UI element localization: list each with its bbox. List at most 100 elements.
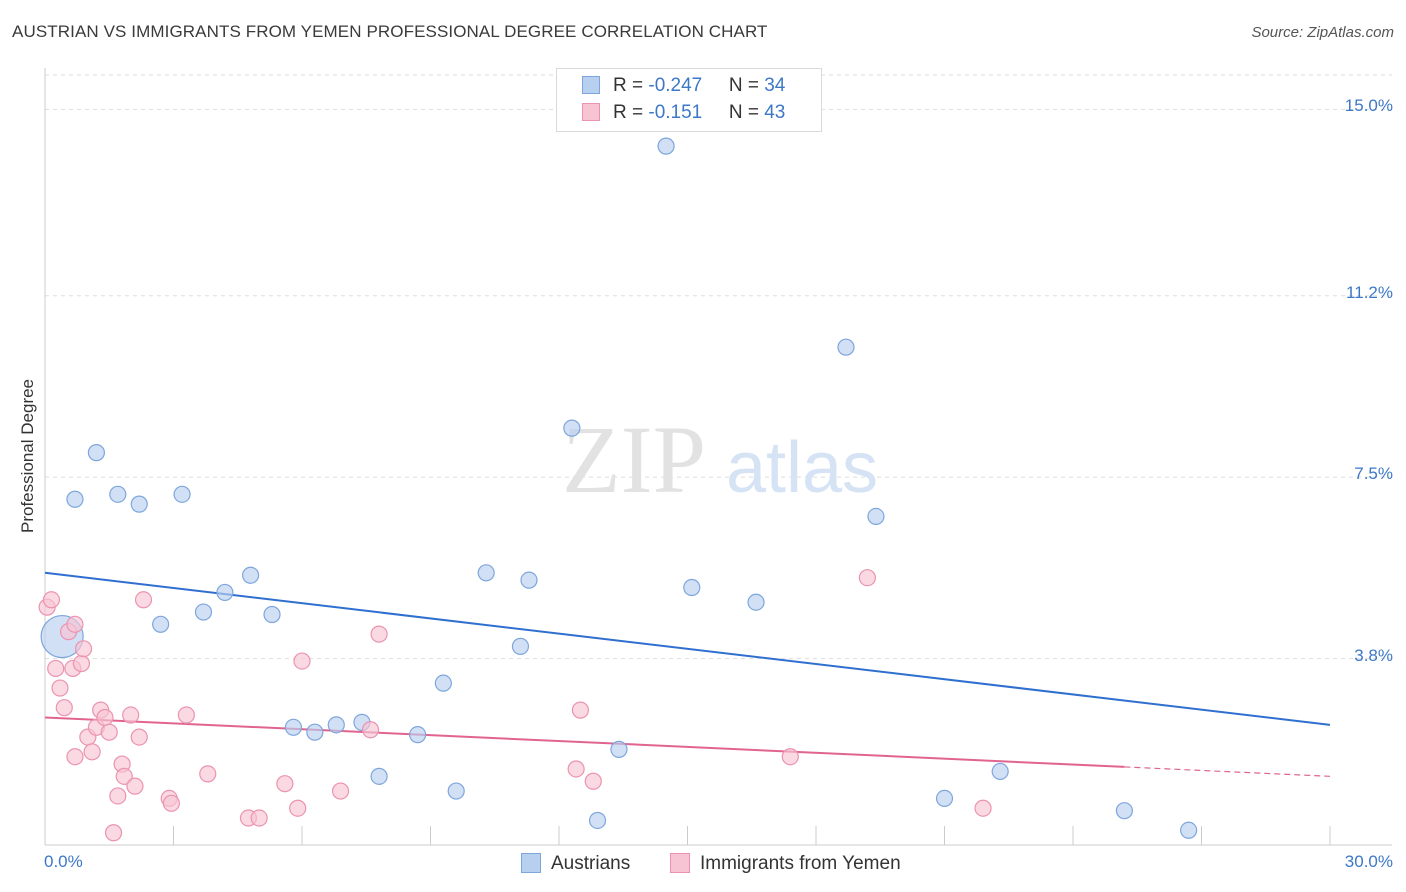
data-point-yemen xyxy=(55,699,73,717)
data-point-yemen xyxy=(370,625,388,643)
trendline-layer xyxy=(44,571,1331,777)
legend-r-value: -0.247 xyxy=(648,75,703,96)
axis-layer xyxy=(44,68,1392,846)
data-point-yemen xyxy=(289,799,307,817)
data-point-austrians xyxy=(610,740,628,758)
data-point-austrians xyxy=(520,571,538,589)
legend-r-label: R = xyxy=(613,75,649,96)
data-point-yemen xyxy=(858,569,877,587)
data-point-yemen xyxy=(72,654,91,673)
data-point-austrians xyxy=(747,593,765,611)
correlation-legend: R = -0.247 N = 34 R = -0.151 N = 43 xyxy=(556,68,822,132)
data-point-austrians xyxy=(87,444,106,462)
legend-n-value: 34 xyxy=(764,75,786,96)
y-tick-label: 3.8% xyxy=(1354,645,1393,665)
data-point-yemen xyxy=(781,748,799,766)
data-point-yemen xyxy=(83,743,101,761)
data-point-yemen xyxy=(109,787,127,805)
data-point-austrians xyxy=(194,603,213,621)
data-point-austrians xyxy=(657,137,675,155)
data-point-yemen xyxy=(122,706,140,724)
data-point-yemen xyxy=(47,659,65,678)
data-point-austrians xyxy=(1115,802,1134,820)
data-point-yemen xyxy=(104,824,123,842)
data-point-austrians xyxy=(216,583,234,602)
data-point-yemen xyxy=(130,728,148,746)
watermark-atlas: atlas xyxy=(726,428,878,508)
y-tick-label: 7.5% xyxy=(1354,464,1393,484)
data-point-austrians xyxy=(370,767,388,785)
trendline-yemen xyxy=(44,716,1125,768)
y-tick-label: 15.0% xyxy=(1344,96,1393,116)
data-point-yemen xyxy=(361,721,380,739)
data-point-austrians xyxy=(563,419,581,437)
points-layer xyxy=(38,137,1198,842)
data-point-austrians xyxy=(327,716,345,734)
watermark-zip: ZIP xyxy=(562,406,706,513)
data-point-yemen xyxy=(177,706,195,724)
data-point-yemen xyxy=(96,708,114,727)
data-point-yemen xyxy=(250,809,268,827)
legend-n-value: 43 xyxy=(764,102,786,123)
data-point-yemen xyxy=(51,679,69,697)
data-point-yemen xyxy=(276,775,294,793)
x-tick-label-min: 0.0% xyxy=(44,852,83,871)
legend-label-austrians: Austrians xyxy=(551,853,631,874)
data-point-austrians xyxy=(511,637,530,655)
legend-n-label: N = xyxy=(728,102,765,123)
data-point-austrians xyxy=(66,490,84,508)
data-point-austrians xyxy=(242,566,260,584)
legend-label-yemen: Immigrants from Yemen xyxy=(700,853,901,874)
data-point-austrians xyxy=(1180,821,1198,839)
data-point-yemen xyxy=(571,701,590,719)
y-tick-label: 11.2% xyxy=(1346,282,1393,302)
data-point-yemen xyxy=(584,772,602,790)
data-point-austrians xyxy=(434,674,452,692)
data-point-yemen xyxy=(199,765,217,783)
legend-swatch-pink xyxy=(582,103,600,121)
y-axis-title: Professional Degree xyxy=(18,378,37,534)
data-point-austrians xyxy=(935,789,954,808)
legend-r-label: R = xyxy=(613,102,649,123)
data-point-austrians xyxy=(173,485,191,503)
data-point-austrians xyxy=(284,718,303,736)
data-point-austrians xyxy=(152,615,170,633)
source-label: Source: ZipAtlas.com xyxy=(1251,24,1394,41)
data-point-austrians xyxy=(837,338,855,356)
x-tick-label-max: 30.0% xyxy=(1344,852,1393,871)
data-point-austrians xyxy=(991,762,1009,781)
chart-title: AUSTRIAN VS IMMIGRANTS FROM YEMEN PROFES… xyxy=(12,22,768,41)
legend-r-value: -0.151 xyxy=(648,102,703,123)
data-point-yemen xyxy=(42,591,61,609)
data-point-yemen xyxy=(331,782,350,800)
data-point-austrians xyxy=(409,726,427,744)
legend-swatch-austrians xyxy=(521,853,541,873)
data-point-austrians xyxy=(263,605,281,624)
series-legend: Austrians Immigrants from Yemen xyxy=(0,851,1406,877)
data-point-yemen xyxy=(162,794,180,812)
data-point-yemen xyxy=(567,760,585,778)
data-point-yemen xyxy=(66,748,84,766)
data-point-austrians xyxy=(683,578,701,597)
data-point-austrians xyxy=(109,485,127,503)
legend-swatch-blue xyxy=(582,76,600,94)
trendline-yemen-extension xyxy=(1124,766,1331,777)
legend-n-label: N = xyxy=(728,75,765,96)
data-point-austrians xyxy=(306,723,324,741)
data-point-yemen xyxy=(126,777,144,795)
data-point-yemen xyxy=(74,640,93,658)
data-point-yemen xyxy=(66,615,84,633)
trendline-austrians xyxy=(44,571,1331,726)
legend-swatch-yemen xyxy=(670,853,690,873)
data-point-austrians xyxy=(588,811,607,830)
data-point-yemen xyxy=(100,723,118,741)
data-point-austrians xyxy=(130,495,148,513)
legend-item-yemen[interactable]: Immigrants from Yemen xyxy=(670,851,901,877)
data-point-austrians xyxy=(447,782,465,800)
data-point-yemen xyxy=(134,591,153,609)
data-point-austrians xyxy=(867,507,885,526)
data-point-yemen xyxy=(293,652,311,670)
legend-item-austrians[interactable]: Austrians xyxy=(521,851,630,877)
data-point-yemen xyxy=(115,767,133,785)
